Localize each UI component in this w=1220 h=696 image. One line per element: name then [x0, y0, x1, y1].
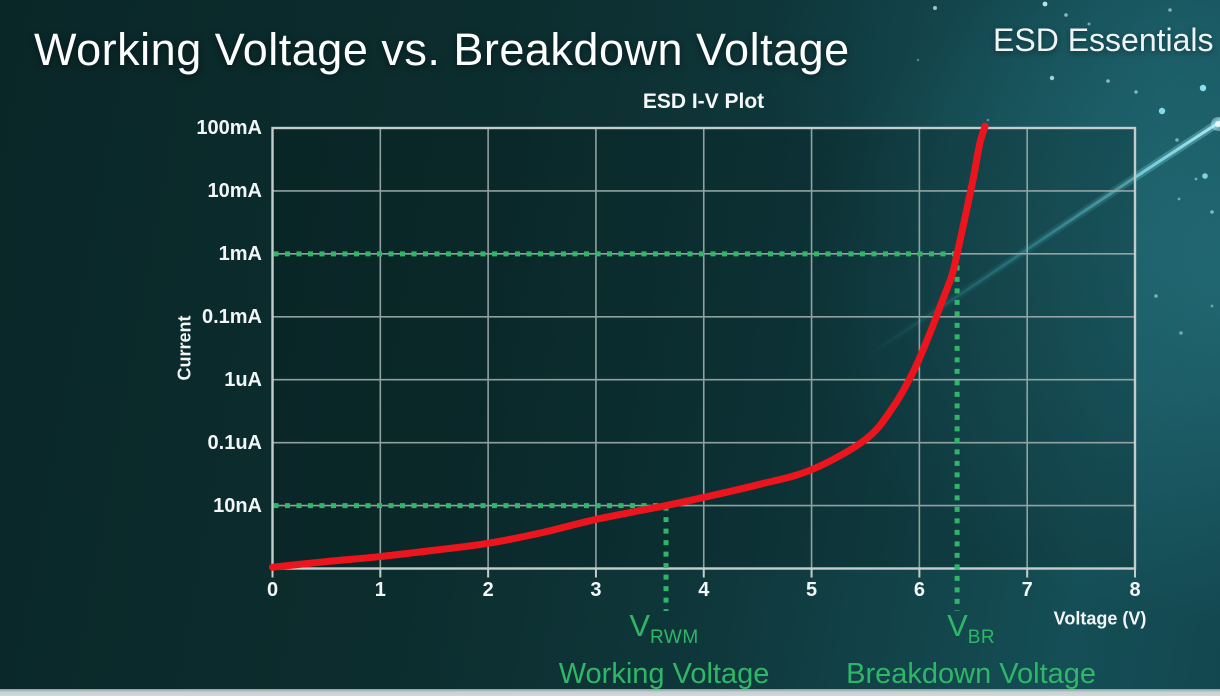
x-tick-label: 4 [698, 579, 710, 601]
vbr-guide-lines [273, 251, 960, 611]
x-axis-label: Voltage (V) [1053, 608, 1147, 629]
page-title: Working Voltage vs. Breakdown Voltage [34, 24, 850, 75]
x-tick-label: 3 [590, 579, 602, 601]
light-streak-icon [865, 117, 1220, 359]
y-tick-label: 100mA [196, 117, 262, 139]
y-tick-label: 1uA [224, 368, 262, 391]
working-voltage-caption: Working Voltage [558, 658, 770, 690]
vrwm-guide-lines [273, 503, 669, 611]
x-tick-label: 1 [374, 579, 386, 601]
y-tick-label: 1mA [218, 242, 262, 265]
brand-label: ESD Essentials [993, 22, 1214, 58]
breakdown-voltage-annotation: VBR Breakdown Voltage [846, 608, 1096, 691]
background-particles-icon [916, 1, 1214, 335]
chart-title: ESD I-V Plot [642, 90, 765, 113]
y-tick-label: 10nA [213, 494, 262, 517]
iv-curve [269, 122, 989, 571]
x-axis-ticks [271, 568, 1136, 578]
y-tick-label: 10mA [207, 179, 262, 202]
vrwm-symbol: VRWM [629, 608, 699, 648]
y-tick-label: 0.1uA [207, 431, 262, 454]
vbr-symbol: VBR [947, 608, 996, 648]
x-tick-label: 6 [913, 579, 925, 601]
x-tick-label: 5 [806, 579, 818, 601]
y-tick-label: 0.1mA [201, 305, 262, 328]
progress-scrubber-bar[interactable] [0, 689, 1220, 696]
x-tick-label: 2 [482, 579, 494, 601]
breakdown-voltage-caption: Breakdown Voltage [846, 658, 1097, 690]
x-tick-label: 7 [1021, 579, 1033, 601]
x-tick-label: 8 [1129, 579, 1141, 601]
plot-grid [272, 128, 1135, 569]
working-voltage-annotation: VRWM Working Voltage [559, 608, 770, 691]
x-tick-label: 0 [266, 579, 279, 601]
